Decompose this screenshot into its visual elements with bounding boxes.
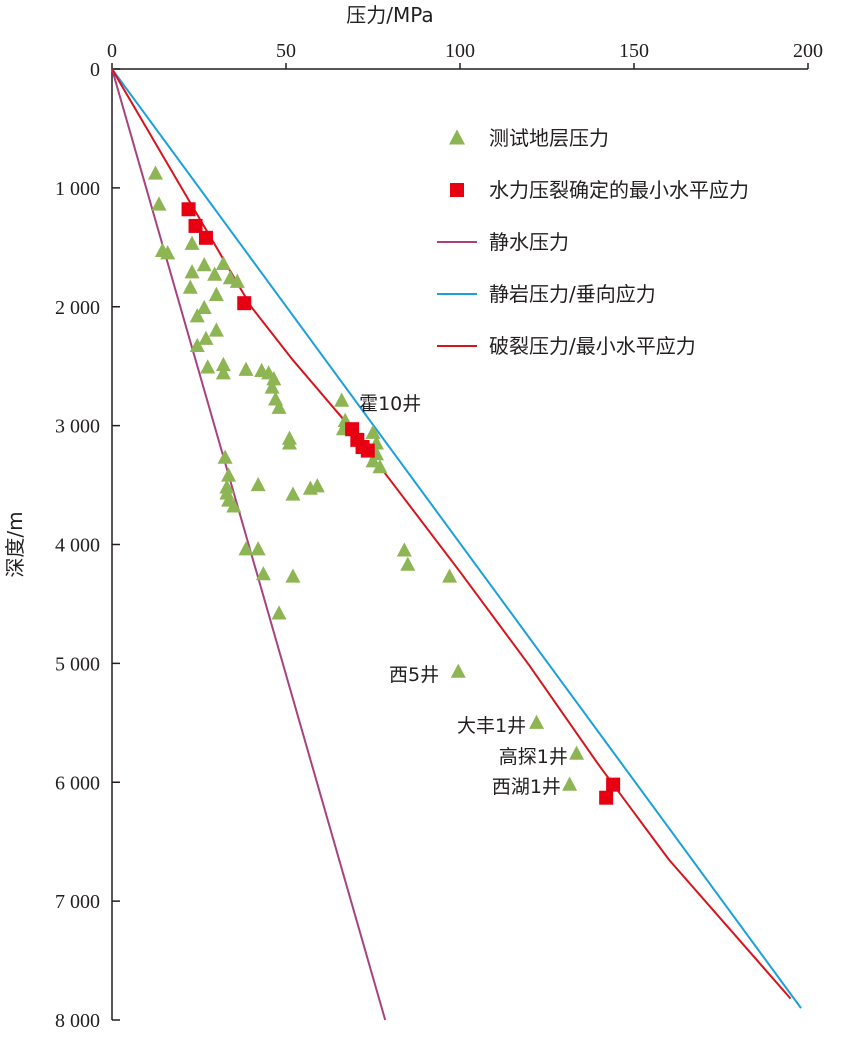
y-tick-label: 2 000 <box>55 297 100 319</box>
well-label: 大丰1井 <box>457 715 526 737</box>
legend-swatch-tested-pressure <box>449 129 465 145</box>
tested-pressure-point <box>196 299 212 315</box>
tested-pressure-point <box>217 449 233 464</box>
tested-pressure-point <box>184 264 200 279</box>
well-label: 霍10井 <box>359 393 421 415</box>
legend-label: 水力压裂确定的最小水平应力 <box>489 178 749 202</box>
legend-label: 破裂压力/最小水平应力 <box>489 334 696 358</box>
series-markers <box>148 165 621 805</box>
tested-pressure-point <box>238 361 254 376</box>
hydrofrac-stress-point <box>599 790 614 805</box>
well-label: 西5井 <box>389 664 439 686</box>
legend-label: 测试地层压力 <box>489 126 609 150</box>
legend-label: 静岩压力/垂向应力 <box>489 282 656 306</box>
tested-pressure-point <box>334 392 350 407</box>
y-tick-label: 8 000 <box>55 1010 100 1032</box>
tested-pressure-point <box>569 745 585 760</box>
tested-pressure-point <box>219 485 235 500</box>
tested-pressure-point <box>215 356 231 372</box>
y-tick-label: 7 000 <box>55 891 100 913</box>
tested-pressure-point <box>226 498 242 513</box>
x-tick-label: 50 <box>276 40 296 62</box>
hydrofrac-stress-point <box>188 218 203 233</box>
hydrofrac-stress-point <box>360 443 375 458</box>
x-tick-label: 100 <box>445 40 475 62</box>
tested-pressure-point <box>189 308 205 323</box>
y-tick-label: 1 000 <box>55 178 100 200</box>
legend-swatch-hydrofrac-stress <box>450 183 464 197</box>
tested-pressure-point <box>182 279 198 294</box>
tested-pressure-point <box>442 568 458 583</box>
tested-pressure-point <box>208 322 224 337</box>
tested-pressure-point <box>160 245 176 260</box>
tested-pressure-point <box>529 714 545 729</box>
tested-pressure-point <box>271 399 287 414</box>
x-tick-label: 200 <box>793 40 823 62</box>
tested-pressure-point <box>281 435 297 450</box>
axes: 0 50 100 150 200 压力/MPa 0 1 000 2 000 3 000 4 000 5… <box>3 3 823 1032</box>
x-tick-label: 0 <box>107 40 117 62</box>
tested-pressure-point <box>562 776 578 791</box>
hydrofrac-stress-point <box>606 777 621 792</box>
tested-pressure-point <box>365 453 381 468</box>
tested-pressure-point <box>215 255 231 271</box>
x-tick-label: 150 <box>619 40 649 62</box>
tested-pressure-point <box>215 365 231 380</box>
tested-pressure-point <box>365 424 381 439</box>
tested-pressure-point <box>309 478 325 493</box>
legend-label: 静水压力 <box>489 230 569 254</box>
y-tick-label: 3 000 <box>55 416 100 438</box>
tested-pressure-point <box>250 476 266 492</box>
hydrofrac-stress-point <box>198 230 213 245</box>
tested-pressure-point <box>372 459 388 474</box>
tested-pressure-point <box>450 663 466 678</box>
well-label: 西湖1井 <box>492 776 561 798</box>
tested-pressure-point <box>189 337 205 353</box>
tested-pressure-point <box>271 605 287 620</box>
tested-pressure-point <box>400 556 416 571</box>
x-axis-title: 压力/MPa <box>346 3 433 27</box>
tested-pressure-point <box>151 196 167 211</box>
y-axis-title: 深度/m <box>3 511 27 577</box>
tested-pressure-point <box>285 568 301 583</box>
tested-pressure-point <box>196 257 212 272</box>
lithostatic-pressure-line <box>111 68 802 1009</box>
tested-pressure-point <box>285 486 301 501</box>
tested-pressure-point <box>208 286 224 301</box>
tested-pressure-point <box>238 541 254 556</box>
series-lines <box>111 68 802 1021</box>
y-tick-label: 4 000 <box>55 535 100 557</box>
well-label: 高探1井 <box>499 746 568 768</box>
y-tick-label: 6 000 <box>55 772 100 794</box>
hydrofrac-stress-point <box>181 202 196 217</box>
tested-pressure-point <box>200 359 216 374</box>
tested-pressure-point <box>148 165 163 180</box>
hydrostatic-pressure-line <box>111 68 387 1021</box>
y-tick-label: 5 000 <box>55 653 100 675</box>
hydrofrac-stress-point <box>345 422 360 437</box>
tested-pressure-point <box>229 273 245 288</box>
tested-pressure-point <box>396 542 412 557</box>
legend: 测试地层压力水力压裂确定的最小水平应力静水压力静岩压力/垂向应力破裂压力/最小水… <box>437 126 749 358</box>
tested-pressure-point <box>266 371 282 386</box>
tested-pressure-point <box>198 330 214 345</box>
tested-pressure-point <box>255 566 271 581</box>
y-tick-label: 0 <box>90 59 100 81</box>
hydrofrac-stress-point <box>237 296 252 311</box>
tested-pressure-point <box>264 379 280 394</box>
tested-pressure-point <box>207 266 223 281</box>
tested-pressure-point <box>250 541 266 556</box>
tested-pressure-point <box>184 235 200 250</box>
tested-pressure-point <box>221 467 237 482</box>
